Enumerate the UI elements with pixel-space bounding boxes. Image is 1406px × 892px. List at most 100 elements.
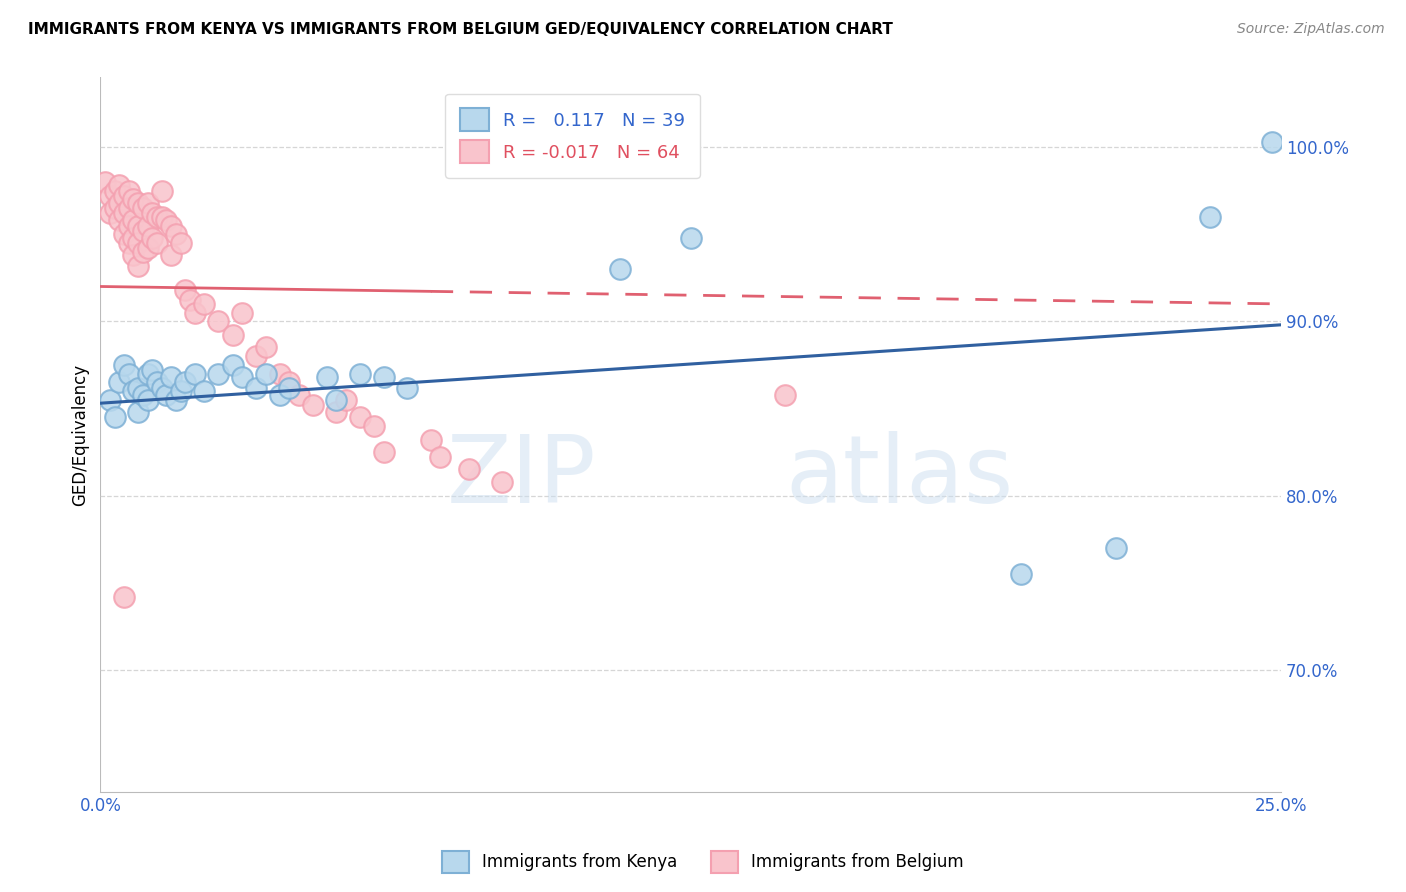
Point [609, 262, 631, 277]
Point [136, 392, 159, 407]
Point [278, 380, 301, 394]
Point [373, 445, 395, 459]
Point [269, 387, 291, 401]
Point [103, 201, 125, 215]
Point [773, 387, 796, 401]
Point [122, 193, 145, 207]
Point [254, 341, 277, 355]
Point [184, 367, 207, 381]
Point [132, 244, 155, 259]
Text: ZIP: ZIP [447, 432, 596, 524]
Point [1010, 566, 1032, 581]
Point [118, 219, 141, 233]
Point [160, 370, 183, 384]
Point [174, 283, 197, 297]
Point [127, 219, 149, 233]
Point [141, 363, 163, 377]
Point [108, 178, 131, 193]
Point [136, 219, 159, 233]
Point [118, 201, 141, 215]
Point [169, 235, 191, 250]
Point [146, 376, 169, 390]
Point [207, 367, 229, 381]
Point [245, 349, 267, 363]
Point [165, 392, 187, 407]
Point [169, 384, 191, 398]
Point [127, 259, 149, 273]
Point [132, 224, 155, 238]
Y-axis label: GED/Equivalency: GED/Equivalency [72, 364, 89, 506]
Point [136, 367, 159, 381]
Point [316, 370, 339, 384]
Point [118, 184, 141, 198]
Point [349, 367, 371, 381]
Point [141, 230, 163, 244]
Point [429, 450, 451, 465]
Point [150, 184, 173, 198]
Point [98, 206, 121, 220]
Point [141, 206, 163, 220]
Point [103, 184, 125, 198]
Point [184, 305, 207, 319]
Point [363, 418, 385, 433]
Point [302, 398, 325, 412]
Point [108, 376, 131, 390]
Point [325, 392, 347, 407]
Point [278, 376, 301, 390]
Point [160, 248, 183, 262]
Point [136, 241, 159, 255]
Point [112, 206, 135, 220]
Point [127, 405, 149, 419]
Point [127, 235, 149, 250]
Point [118, 235, 141, 250]
Point [245, 380, 267, 394]
Point [179, 293, 201, 308]
Point [1105, 541, 1128, 555]
Point [325, 405, 347, 419]
Point [231, 370, 253, 384]
Point [221, 358, 243, 372]
Point [679, 230, 702, 244]
Point [1199, 210, 1222, 224]
Point [150, 380, 173, 394]
Point [155, 387, 177, 401]
Point [146, 235, 169, 250]
Point [122, 248, 145, 262]
Point [132, 201, 155, 215]
Point [98, 189, 121, 203]
Point [287, 387, 309, 401]
Point [146, 210, 169, 224]
Point [122, 213, 145, 227]
Legend: R =   0.117   N = 39, R = -0.017   N = 64: R = 0.117 N = 39, R = -0.017 N = 64 [446, 94, 700, 178]
Point [193, 297, 215, 311]
Point [150, 210, 173, 224]
Point [108, 195, 131, 210]
Point [207, 314, 229, 328]
Point [127, 380, 149, 394]
Point [491, 475, 513, 489]
Point [269, 367, 291, 381]
Point [254, 367, 277, 381]
Text: Source: ZipAtlas.com: Source: ZipAtlas.com [1237, 22, 1385, 37]
Point [419, 433, 441, 447]
Point [108, 213, 131, 227]
Point [112, 590, 135, 604]
Point [373, 370, 395, 384]
Point [396, 380, 419, 394]
Point [118, 367, 141, 381]
Point [122, 230, 145, 244]
Point [221, 328, 243, 343]
Point [136, 195, 159, 210]
Point [103, 410, 125, 425]
Point [174, 376, 197, 390]
Point [132, 387, 155, 401]
Point [160, 219, 183, 233]
Point [112, 358, 135, 372]
Point [1260, 135, 1282, 149]
Point [335, 392, 357, 407]
Legend: Immigrants from Kenya, Immigrants from Belgium: Immigrants from Kenya, Immigrants from B… [436, 845, 970, 880]
Point [193, 384, 215, 398]
Point [155, 213, 177, 227]
Point [349, 410, 371, 425]
Point [112, 227, 135, 242]
